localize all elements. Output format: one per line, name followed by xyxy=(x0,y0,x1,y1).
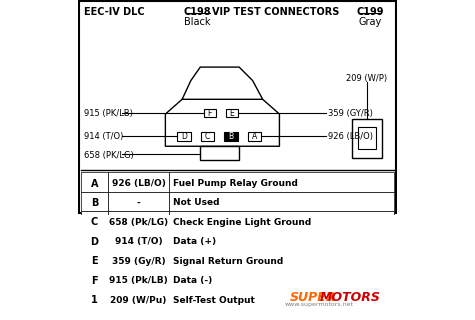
Text: Self-Test Output: Self-Test Output xyxy=(173,296,255,305)
Bar xyxy=(81,270,108,289)
Bar xyxy=(108,231,169,250)
Text: Check Engine Light Ground: Check Engine Light Ground xyxy=(173,218,311,227)
Text: B: B xyxy=(228,132,234,141)
Text: Signal Return Ground: Signal Return Ground xyxy=(173,257,283,266)
Text: 209 (W/P): 209 (W/P) xyxy=(346,74,387,83)
Text: 658 (PK/LG): 658 (PK/LG) xyxy=(84,151,133,160)
Text: F: F xyxy=(208,108,212,117)
Text: 209 (W/Pu): 209 (W/Pu) xyxy=(110,296,167,305)
Polygon shape xyxy=(200,146,239,160)
Bar xyxy=(169,289,394,308)
Text: Not Used: Not Used xyxy=(173,198,219,207)
Text: MOTORS: MOTORS xyxy=(320,291,380,304)
Bar xyxy=(224,132,238,141)
Text: C198: C198 xyxy=(184,7,211,17)
Text: VIP TEST CONNECTORS: VIP TEST CONNECTORS xyxy=(212,7,340,17)
Bar xyxy=(169,172,394,192)
Text: C: C xyxy=(205,132,210,141)
Text: B: B xyxy=(91,198,98,208)
Bar xyxy=(226,109,238,117)
Text: Fuel Pump Relay Ground: Fuel Pump Relay Ground xyxy=(173,179,298,188)
Bar xyxy=(81,211,108,231)
Text: C: C xyxy=(91,217,98,228)
Text: E: E xyxy=(229,108,234,117)
Bar xyxy=(358,127,376,149)
Text: A: A xyxy=(91,179,98,188)
Polygon shape xyxy=(182,67,263,99)
Bar xyxy=(108,289,169,308)
Text: 914 (T/O): 914 (T/O) xyxy=(84,132,123,141)
Text: EEC-IV DLC: EEC-IV DLC xyxy=(84,7,144,17)
Bar xyxy=(81,250,108,270)
Polygon shape xyxy=(165,99,279,146)
Text: 926 (LB/O): 926 (LB/O) xyxy=(328,132,373,141)
Text: F: F xyxy=(91,276,98,286)
Text: C199: C199 xyxy=(356,7,384,17)
Text: SUPER: SUPER xyxy=(289,291,336,304)
Text: 926 (LB/O): 926 (LB/O) xyxy=(112,179,165,188)
Bar xyxy=(169,250,394,270)
Text: 1: 1 xyxy=(91,295,98,305)
Text: www.supermotors.net: www.supermotors.net xyxy=(285,302,354,307)
Bar xyxy=(108,250,169,270)
Text: 914 (T/O): 914 (T/O) xyxy=(115,237,162,246)
Text: Data (+): Data (+) xyxy=(173,237,216,246)
Bar xyxy=(108,270,169,289)
Text: Data (-): Data (-) xyxy=(173,276,212,285)
Text: 915 (Pk/LB): 915 (Pk/LB) xyxy=(109,276,168,285)
Bar xyxy=(81,231,108,250)
Bar xyxy=(169,211,394,231)
Bar xyxy=(201,132,214,141)
Bar xyxy=(81,172,108,192)
Bar xyxy=(178,132,191,141)
Bar xyxy=(108,211,169,231)
Bar xyxy=(81,289,108,308)
Text: 359 (Gy/R): 359 (Gy/R) xyxy=(112,257,165,266)
Text: Gray: Gray xyxy=(359,17,381,27)
Text: D: D xyxy=(181,132,187,141)
Bar xyxy=(169,231,394,250)
Text: 658 (Pk/LG): 658 (Pk/LG) xyxy=(109,218,168,227)
Bar xyxy=(248,132,261,141)
Text: D: D xyxy=(91,237,99,247)
Bar xyxy=(169,270,394,289)
Text: Black: Black xyxy=(184,17,211,27)
Bar xyxy=(108,172,169,192)
Bar xyxy=(169,192,394,211)
Bar xyxy=(352,119,382,158)
Bar xyxy=(81,192,108,211)
Text: 915 (PK/LB): 915 (PK/LB) xyxy=(84,109,133,118)
Text: E: E xyxy=(91,256,98,266)
Bar xyxy=(108,192,169,211)
Bar xyxy=(204,109,216,117)
Text: 359 (GY/R): 359 (GY/R) xyxy=(328,109,372,118)
Text: A: A xyxy=(252,132,257,141)
Text: -: - xyxy=(137,198,141,207)
